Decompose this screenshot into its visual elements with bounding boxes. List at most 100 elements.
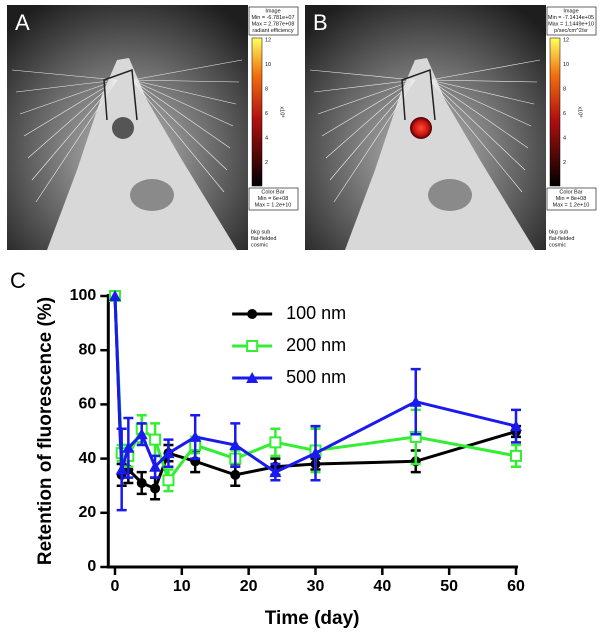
footer-text: flat-fielded bbox=[251, 236, 276, 242]
colorbar-text: Min = 6e+08 bbox=[258, 196, 289, 202]
data-point bbox=[149, 460, 162, 472]
colorbar-tick: 4 bbox=[563, 135, 566, 141]
x-tick-label: 30 bbox=[307, 578, 325, 595]
legend-label: 200 nm bbox=[286, 335, 346, 355]
whisker bbox=[333, 79, 416, 203]
legend-marker bbox=[246, 372, 259, 383]
whisker bbox=[19, 79, 118, 115]
colorbar bbox=[549, 37, 561, 187]
colorbar-tick: 10 bbox=[265, 62, 271, 68]
data-point bbox=[269, 466, 282, 478]
colorbar-exponent: x10⁸ bbox=[577, 106, 584, 117]
colorbar-tick: 12 bbox=[265, 37, 271, 43]
whisker bbox=[11, 69, 118, 81]
data-point bbox=[409, 395, 422, 407]
x-tick-label: 20 bbox=[240, 578, 258, 595]
whisker bbox=[329, 79, 416, 181]
data-point bbox=[229, 439, 242, 451]
header-text: Image bbox=[563, 8, 578, 14]
whisker bbox=[131, 59, 243, 81]
data-point bbox=[136, 477, 147, 488]
footer-text: bkg sub bbox=[549, 229, 568, 235]
panel-label: C bbox=[10, 268, 26, 293]
legend-label: 100 nm bbox=[286, 303, 346, 323]
legend-marker bbox=[247, 309, 258, 319]
colorbar-tick: 6 bbox=[265, 111, 268, 117]
data-point bbox=[510, 420, 522, 432]
mouse-head bbox=[345, 58, 535, 250]
colorbar-box bbox=[248, 187, 299, 211]
footer-text: cosmic bbox=[251, 242, 268, 248]
whisker bbox=[23, 79, 118, 137]
data-point bbox=[309, 447, 322, 459]
mouse-ear bbox=[428, 179, 472, 211]
colorbar-tick: 2 bbox=[563, 160, 566, 166]
wire-loop bbox=[401, 68, 436, 121]
mouse-head bbox=[47, 58, 237, 250]
colorbar bbox=[251, 37, 263, 187]
colorbar-text: Max = 1.2e+10 bbox=[553, 202, 590, 208]
footer-text: flat-fielded bbox=[549, 236, 574, 242]
legend-marker bbox=[246, 340, 259, 352]
data-point bbox=[230, 469, 241, 480]
whisker bbox=[35, 79, 118, 203]
colorbar-text: Min = 8e+08 bbox=[556, 196, 587, 202]
whisker bbox=[429, 59, 541, 81]
header-box bbox=[248, 6, 299, 36]
data-point bbox=[149, 433, 162, 446]
series bbox=[108, 290, 522, 512]
header-text: Image bbox=[265, 8, 280, 14]
whisker bbox=[429, 79, 526, 171]
header-text: Min = -6.781e+07 bbox=[251, 15, 294, 21]
data-point bbox=[135, 428, 148, 440]
data-point bbox=[108, 290, 121, 301]
colorbar-tick: 12 bbox=[563, 37, 569, 43]
header-text: Max = 1.1449e+10 bbox=[548, 21, 594, 27]
colorbar-text: Max = 1.2e+10 bbox=[255, 202, 292, 208]
whisker bbox=[31, 79, 118, 181]
eye bbox=[112, 117, 134, 139]
y-tick-label: 100 bbox=[70, 287, 97, 304]
whisker bbox=[309, 69, 416, 81]
x-tick-label: 50 bbox=[440, 578, 458, 595]
whisker bbox=[325, 79, 416, 159]
colorbar-text: Color Bar bbox=[559, 189, 582, 195]
data-point bbox=[269, 436, 282, 449]
data-point bbox=[150, 483, 161, 494]
whisker bbox=[131, 79, 225, 193]
legend-label: 500 nm bbox=[286, 367, 346, 387]
footer-text: bkg sub bbox=[251, 229, 270, 235]
header-box bbox=[546, 6, 597, 36]
y-axis-label: Retention of fluorescence (%) bbox=[35, 297, 56, 565]
colorbar-tick: 8 bbox=[563, 86, 566, 92]
x-tick-label: 40 bbox=[373, 578, 391, 595]
whisker bbox=[131, 79, 240, 83]
whisker bbox=[131, 79, 237, 105]
x-tick-label: 0 bbox=[111, 578, 120, 595]
whisker bbox=[131, 79, 231, 149]
colorbar-text: Color Bar bbox=[261, 189, 284, 195]
whisker bbox=[131, 79, 234, 127]
data-point bbox=[122, 441, 135, 453]
wire-loop bbox=[103, 68, 138, 121]
data-point bbox=[115, 463, 128, 475]
header-text: radiant efficiency bbox=[252, 28, 293, 34]
eye bbox=[410, 117, 432, 139]
whisker bbox=[429, 79, 538, 83]
whisker bbox=[321, 79, 416, 137]
colorbar-tick: 2 bbox=[265, 160, 268, 166]
panel-label: A bbox=[15, 10, 30, 35]
colorbar-tick: 8 bbox=[265, 86, 268, 92]
data-point bbox=[162, 474, 175, 487]
whisker bbox=[429, 79, 523, 193]
data-point bbox=[162, 447, 175, 459]
footer-text: cosmic bbox=[549, 242, 566, 248]
mouse-ear bbox=[130, 179, 174, 211]
whisker bbox=[313, 79, 416, 93]
whisker bbox=[429, 79, 532, 127]
whisker bbox=[131, 79, 228, 171]
x-tick-label: 10 bbox=[173, 578, 191, 595]
colorbar-box bbox=[546, 187, 597, 211]
